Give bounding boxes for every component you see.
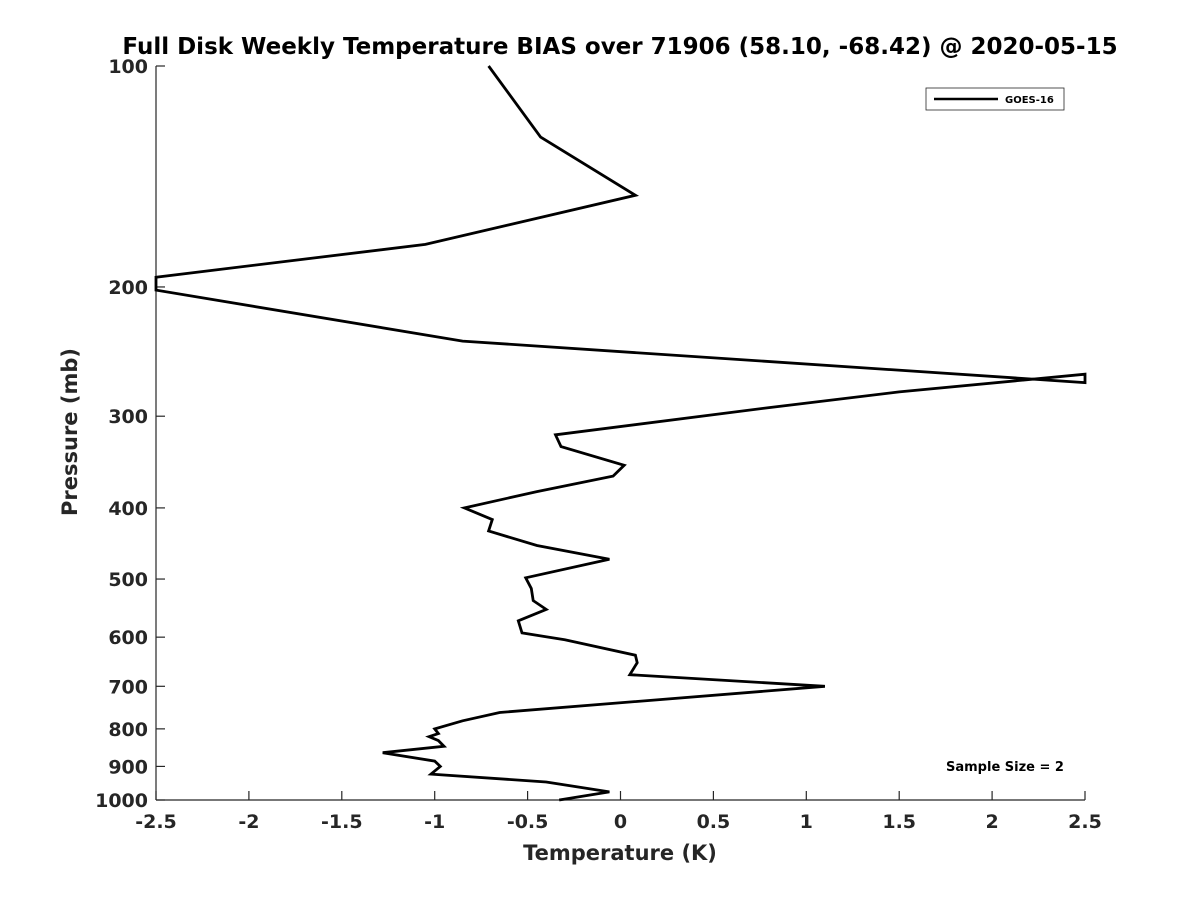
y-tick-label: 200 <box>108 277 148 299</box>
legend-label-goes-16: GOES-16 <box>1005 95 1054 106</box>
y-tick-label: 800 <box>108 719 148 741</box>
x-tick-label: -0.5 <box>507 811 549 833</box>
x-tick-label: -1 <box>424 811 445 833</box>
sample-size-annotation: Sample Size = 2 <box>946 760 1064 775</box>
y-tick-label: 700 <box>108 676 148 698</box>
y-tick-label: 900 <box>108 756 148 778</box>
x-ticks: -2.5 -2 -1.5 -1 -0.5 0 0.5 1 1.5 2 2.5 <box>135 791 1102 833</box>
y-ticks: 100 200 300 400 500 600 700 800 900 1000 <box>95 56 165 812</box>
legend: GOES-16 <box>925 87 1065 111</box>
y-tick-label: 400 <box>108 498 148 520</box>
y-tick-label: 100 <box>108 56 148 78</box>
x-tick-label: 0.5 <box>697 811 731 833</box>
y-axis-label: Pressure (mb) <box>58 348 82 516</box>
x-tick-label: -2.5 <box>135 811 177 833</box>
x-tick-label: 2 <box>985 811 998 833</box>
x-tick-label: 1 <box>800 811 813 833</box>
x-tick-label: 2.5 <box>1068 811 1102 833</box>
series-line-goes-16 <box>154 65 1087 802</box>
y-tick-label: 300 <box>108 406 148 428</box>
y-tick-label: 500 <box>108 569 148 591</box>
x-tick-label: -1.5 <box>321 811 363 833</box>
x-tick-label: 0 <box>614 811 627 833</box>
y-tick-label: 1000 <box>95 790 148 812</box>
x-axis-label: Temperature (K) <box>523 841 717 865</box>
x-tick-label: -2 <box>238 811 259 833</box>
chart-title: Full Disk Weekly Temperature BIAS over 7… <box>122 34 1117 60</box>
x-tick-label: 1.5 <box>882 811 916 833</box>
y-tick-label: 600 <box>108 627 148 649</box>
series-layer <box>154 65 1087 802</box>
